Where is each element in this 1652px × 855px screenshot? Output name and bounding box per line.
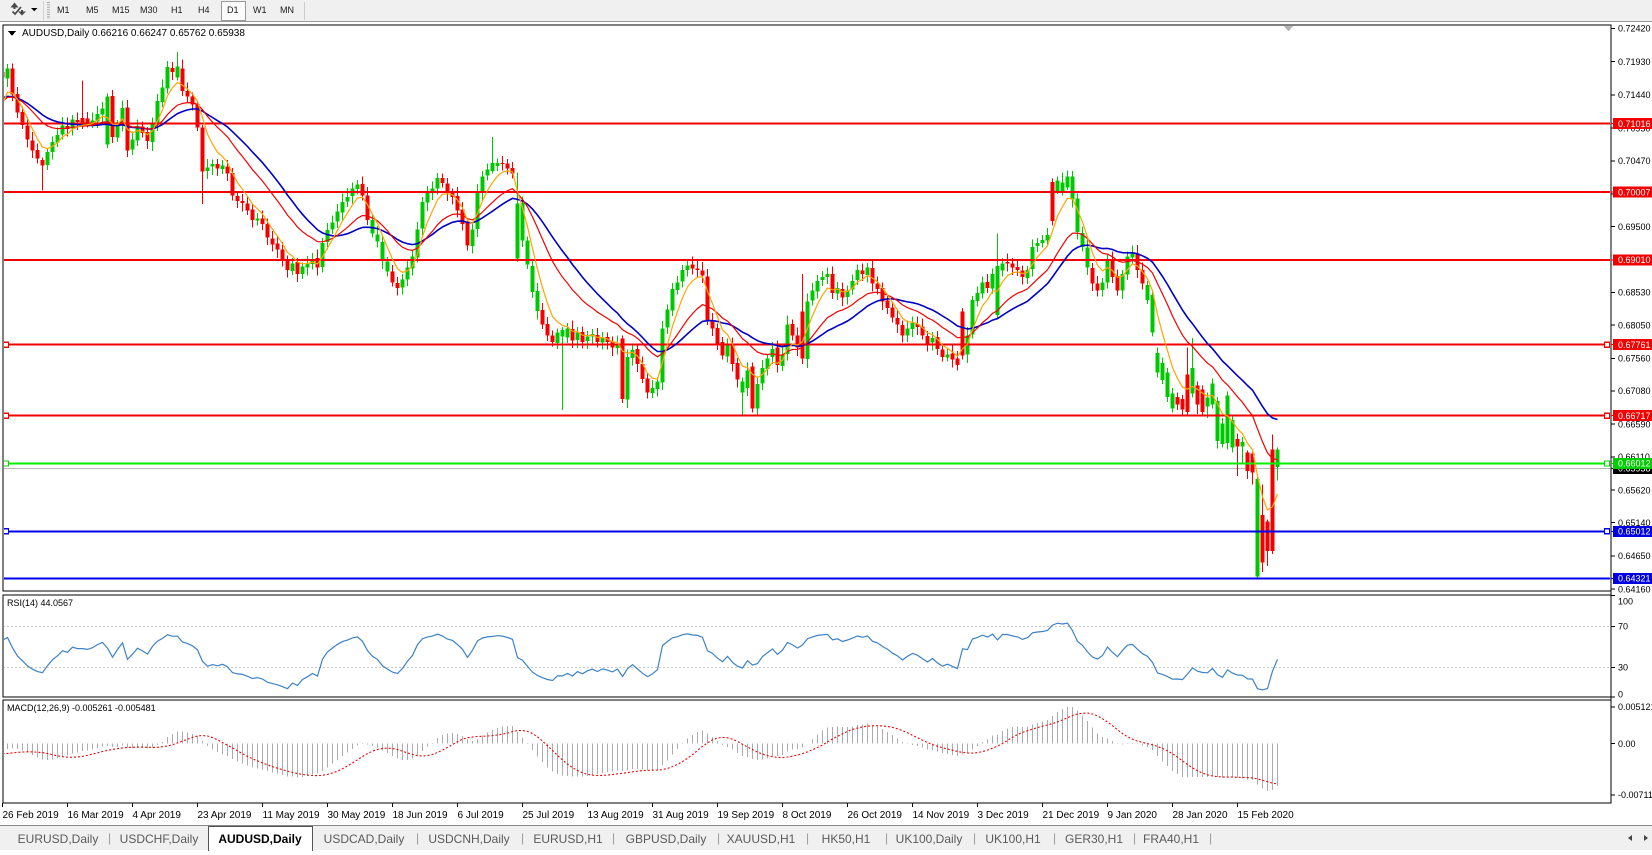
svg-text:0.00: 0.00 [1618, 739, 1636, 749]
svg-text:0.64650: 0.64650 [1618, 551, 1651, 561]
svg-text:6 Jul 2019: 6 Jul 2019 [458, 810, 505, 821]
svg-text:19 Sep 2019: 19 Sep 2019 [718, 810, 775, 821]
svg-text:0.65140: 0.65140 [1618, 518, 1651, 528]
svg-text:RSI(14) 44.0567: RSI(14) 44.0567 [7, 598, 73, 608]
svg-text:-0.00711: -0.00711 [1618, 790, 1652, 800]
svg-text:0.71016: 0.71016 [1618, 119, 1651, 129]
svg-text:30 May 2019: 30 May 2019 [328, 810, 386, 821]
svg-text:0.66717: 0.66717 [1618, 411, 1651, 421]
svg-text:0.66110: 0.66110 [1618, 452, 1650, 462]
svg-text:25 Jul 2019: 25 Jul 2019 [523, 810, 575, 821]
svg-text:0.66590: 0.66590 [1618, 419, 1651, 429]
svg-text:0.70007: 0.70007 [1618, 187, 1651, 197]
svg-text:14 Nov 2019: 14 Nov 2019 [913, 810, 970, 821]
svg-text:AUDUSD,Daily 0.66216 0.66247: AUDUSD,Daily 0.66216 0.66247 0.65762 0.6… [22, 28, 245, 39]
svg-text:3 Dec 2019: 3 Dec 2019 [978, 810, 1030, 821]
svg-text:0.70470: 0.70470 [1618, 156, 1651, 166]
svg-text:23 Apr 2019: 23 Apr 2019 [198, 810, 252, 821]
svg-text:8 Oct 2019: 8 Oct 2019 [783, 810, 832, 821]
svg-text:0.72420: 0.72420 [1618, 24, 1651, 34]
svg-text:11 May 2019: 11 May 2019 [263, 810, 321, 821]
svg-text:0.69500: 0.69500 [1618, 222, 1651, 232]
svg-text:28 Jan 2020: 28 Jan 2020 [1173, 810, 1228, 821]
svg-text:15 Feb 2020: 15 Feb 2020 [1238, 810, 1295, 821]
svg-text:100: 100 [1618, 597, 1633, 607]
svg-text:13 Aug 2019: 13 Aug 2019 [588, 810, 645, 821]
svg-text:16 Mar 2019: 16 Mar 2019 [68, 810, 125, 821]
svg-text:0.71930: 0.71930 [1618, 57, 1651, 67]
svg-text:18 Jun 2019: 18 Jun 2019 [393, 810, 448, 821]
svg-text:0.65012: 0.65012 [1618, 527, 1651, 537]
svg-text:0.68050: 0.68050 [1618, 320, 1651, 330]
svg-text:0.67080: 0.67080 [1618, 386, 1651, 396]
svg-text:0.65620: 0.65620 [1618, 485, 1651, 495]
svg-text:0.67761: 0.67761 [1618, 340, 1651, 350]
svg-text:26 Feb 2019: 26 Feb 2019 [3, 810, 60, 821]
svg-text:30: 30 [1618, 663, 1628, 673]
svg-text:MACD(12,26,9) -0.005261 -0.005: MACD(12,26,9) -0.005261 -0.005481 [7, 703, 156, 713]
svg-text:4 Apr 2019: 4 Apr 2019 [133, 810, 182, 821]
svg-text:0.69010: 0.69010 [1618, 255, 1651, 265]
svg-text:0.66012: 0.66012 [1618, 459, 1651, 469]
svg-text:0: 0 [1618, 690, 1623, 700]
svg-text:0.68530: 0.68530 [1618, 288, 1651, 298]
svg-text:21 Dec 2019: 21 Dec 2019 [1043, 810, 1100, 821]
svg-text:0.67560: 0.67560 [1618, 354, 1651, 364]
svg-text:0.64321: 0.64321 [1618, 574, 1651, 584]
svg-text:0.71440: 0.71440 [1618, 90, 1651, 100]
svg-text:31 Aug 2019: 31 Aug 2019 [653, 810, 710, 821]
svg-text:26 Oct 2019: 26 Oct 2019 [848, 810, 903, 821]
svg-text:0.005121: 0.005121 [1618, 702, 1652, 712]
svg-text:0.64160: 0.64160 [1618, 584, 1651, 594]
svg-text:9 Jan 2020: 9 Jan 2020 [1108, 810, 1158, 821]
svg-text:70: 70 [1618, 622, 1628, 632]
